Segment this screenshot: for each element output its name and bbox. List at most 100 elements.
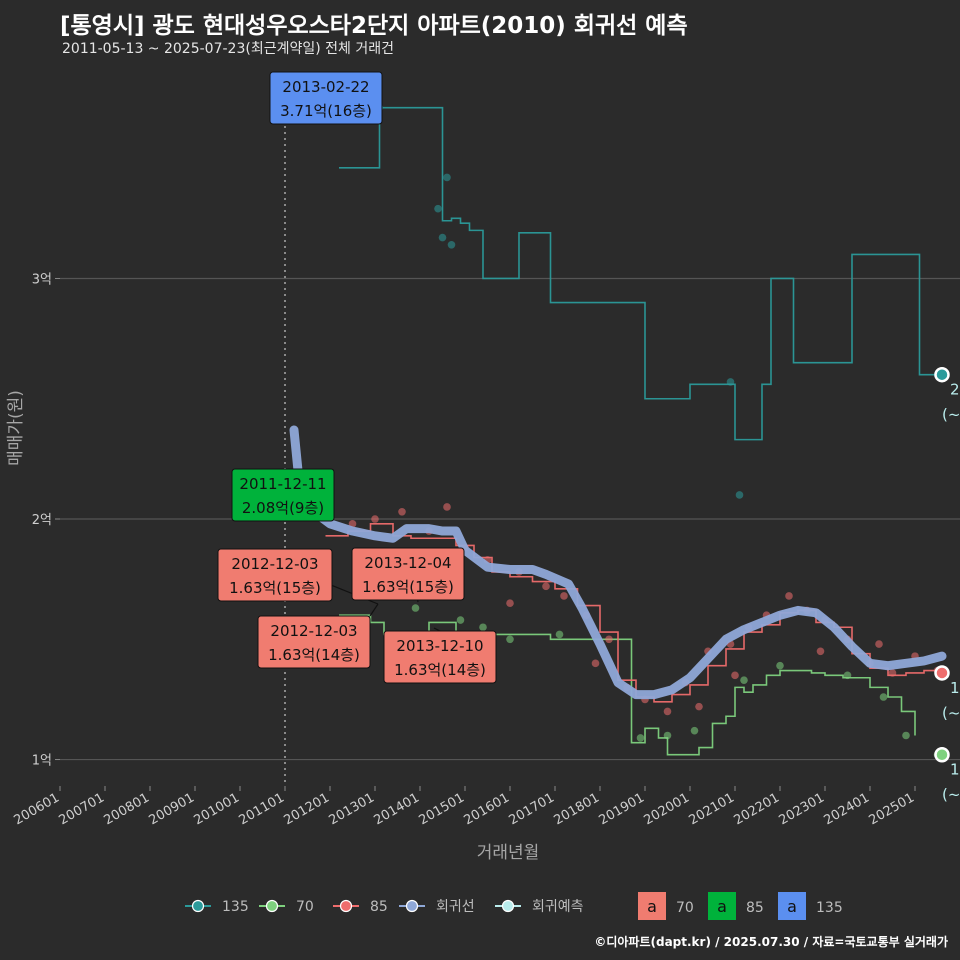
x-tick-label: 201801 [552, 790, 602, 828]
data-point-70 [843, 671, 852, 680]
data-point-85 [506, 599, 514, 607]
y-tick-label: 2억 [32, 513, 52, 528]
x-tick-label: 201301 [327, 790, 377, 828]
annotation-price: 1.63억(14층) [268, 646, 360, 664]
end-area-label: (~85㎡) [942, 704, 960, 722]
x-tick-label: 202401 [822, 790, 872, 828]
legend-box [778, 892, 806, 920]
legend-label: 135 [222, 899, 249, 915]
end-marker-135 [934, 366, 950, 383]
legend-label: 회귀예측 [532, 899, 584, 915]
data-point-85 [875, 640, 883, 648]
data-point-135 [443, 173, 451, 182]
series-line-70 [339, 614, 916, 756]
legend-box [638, 892, 666, 920]
legend-dot [405, 899, 419, 913]
annotation-price: 2.08억(9층) [242, 499, 324, 517]
x-tick-label: 202101 [687, 790, 737, 828]
legend-box-glyph: a [787, 897, 797, 916]
data-point-85 [695, 702, 703, 711]
data-point-70 [663, 731, 672, 740]
annotation-box [257, 615, 371, 669]
data-point-85 [371, 515, 379, 523]
data-point-135 [726, 378, 735, 386]
x-tick-label: 201001 [192, 790, 242, 828]
annotation-price: 1.63억(15층) [229, 579, 321, 597]
data-point-70 [740, 676, 748, 684]
annotation-box [269, 71, 383, 125]
data-point-70 [456, 616, 465, 624]
data-point-85 [731, 671, 739, 680]
data-point-135 [434, 204, 442, 213]
end-value-label: 26,000 [950, 381, 960, 399]
y-tick-label: 1억 [32, 754, 52, 769]
data-point-85 [605, 635, 613, 644]
x-tick-label: 200801 [102, 790, 152, 828]
annotation-box [351, 547, 465, 601]
annotation-leader [369, 603, 379, 617]
annotation-date: 2013-12-04 [364, 554, 451, 572]
legend-box-glyph: a [647, 897, 657, 916]
legend-box-glyph: a [717, 897, 727, 916]
data-point-70 [411, 604, 420, 612]
annotation-date: 2012-12-03 [270, 622, 357, 640]
x-tick-label: 202501 [867, 790, 917, 828]
end-value-label: 10,200 [950, 761, 960, 779]
data-point-70 [879, 693, 888, 701]
data-point-70 [636, 734, 645, 742]
annotation-price: 1.63억(15층) [362, 578, 454, 596]
end-value-label: 13,639 [950, 679, 960, 697]
annotation-date: 2012-12-03 [231, 555, 318, 573]
data-point-85 [542, 582, 550, 591]
legend-label: 85 [370, 899, 388, 915]
legend-box-label: 135 [816, 900, 843, 916]
data-point-85 [443, 503, 451, 511]
x-tick-label: 201901 [597, 790, 647, 828]
y-tick-label: 3억 [32, 272, 52, 287]
x-tick-label: 200701 [57, 790, 107, 828]
x-tick-label: 201401 [372, 790, 422, 828]
end-area-label: (~70㎡) [942, 786, 960, 804]
legend-dot [501, 899, 515, 913]
x-tick-label: 201601 [462, 790, 512, 828]
data-point-70 [776, 661, 784, 670]
data-point-85 [398, 507, 406, 516]
legend-box-label: 85 [746, 900, 764, 916]
data-point-70 [479, 623, 487, 632]
data-point-85 [663, 707, 672, 716]
end-marker-85 [934, 665, 950, 681]
legend-dot [339, 899, 353, 913]
series-line-135 [339, 106, 942, 441]
data-point-85 [888, 669, 897, 677]
regression-line [289, 425, 947, 700]
annotation-box [383, 630, 497, 684]
annotation-date: 2011-12-11 [239, 475, 326, 493]
x-tick-label: 200901 [147, 790, 197, 828]
data-point-135 [735, 491, 744, 499]
x-tick-label: 201501 [417, 790, 467, 828]
data-point-135 [447, 241, 456, 249]
data-point-135 [438, 233, 447, 242]
x-axis-label: 거래년월 [477, 843, 540, 863]
legend-dot [265, 899, 279, 913]
end-area-label: (~135㎡) [942, 406, 960, 424]
data-point-70 [506, 635, 514, 644]
legend-dot [191, 899, 205, 913]
chart-title: [통영시] 광도 현대성우오스타2단지 아파트(2010) 회귀선 예측 [60, 13, 688, 39]
data-point-70 [690, 726, 699, 735]
x-tick-label: 202001 [642, 790, 692, 828]
x-tick-label: 201101 [237, 790, 287, 828]
x-tick-label: 202301 [777, 790, 827, 828]
annotation-price: 1.63억(14층) [394, 661, 486, 679]
credit-line: ©디아파트(dapt.kr) / 2025.07.30 / 자료=국토교통부 실… [594, 935, 948, 949]
data-point-85 [591, 659, 600, 668]
y-axis-label: 매매가(원) [6, 390, 26, 466]
x-tick-label: 202201 [732, 790, 782, 828]
data-point-85 [785, 592, 793, 600]
chart-subtitle: 2011-05-13 ~ 2025-07-23(최근계약일) 전체 거래건 [62, 41, 394, 57]
legend-label: 70 [296, 899, 314, 915]
x-tick-label: 201701 [507, 790, 557, 828]
legend-box [708, 892, 736, 920]
annotation-box [217, 548, 333, 602]
x-tick-label: 200601 [12, 790, 62, 828]
